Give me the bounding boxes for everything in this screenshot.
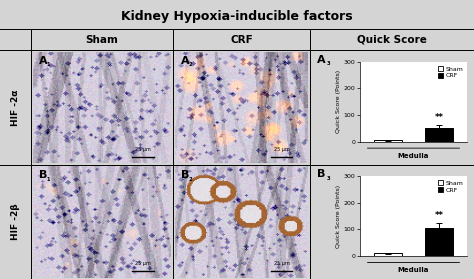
Legend: Sham, CRF: Sham, CRF xyxy=(437,65,465,80)
Y-axis label: Quick Score (Points): Quick Score (Points) xyxy=(336,184,341,248)
Text: B: B xyxy=(181,170,189,181)
Text: B: B xyxy=(317,169,325,179)
Text: B: B xyxy=(39,170,47,181)
Text: A: A xyxy=(317,55,326,65)
Bar xyxy=(374,253,402,256)
Text: 25 μm: 25 μm xyxy=(273,261,290,266)
Text: A: A xyxy=(39,56,47,66)
Legend: Sham, CRF: Sham, CRF xyxy=(437,179,465,194)
Text: CRF: CRF xyxy=(230,35,253,45)
Text: Medulla: Medulla xyxy=(398,153,429,159)
Bar xyxy=(374,140,402,142)
Text: ₁: ₁ xyxy=(47,174,51,183)
Bar xyxy=(425,128,453,142)
Text: **: ** xyxy=(435,211,444,220)
Text: ₁: ₁ xyxy=(47,59,51,68)
Text: ₃: ₃ xyxy=(327,58,330,67)
Text: ₂: ₂ xyxy=(189,59,192,68)
Text: HIF -2β: HIF -2β xyxy=(11,203,20,240)
Text: HIF -2α: HIF -2α xyxy=(11,89,20,126)
Text: **: ** xyxy=(435,113,444,122)
Text: Medulla: Medulla xyxy=(398,267,429,273)
Text: Kidney Hypoxia-inducible factors: Kidney Hypoxia-inducible factors xyxy=(121,9,353,23)
Text: 25 μm: 25 μm xyxy=(273,147,290,152)
Text: 25 μm: 25 μm xyxy=(135,147,151,152)
Text: Sham: Sham xyxy=(85,35,118,45)
Bar xyxy=(425,228,453,256)
Text: ₂: ₂ xyxy=(189,174,192,183)
Text: A: A xyxy=(181,56,189,66)
Text: Quick Score: Quick Score xyxy=(357,35,427,45)
Y-axis label: Quick Score (Points): Quick Score (Points) xyxy=(336,70,341,133)
Text: 25 μm: 25 μm xyxy=(135,261,151,266)
Text: ₃: ₃ xyxy=(327,173,330,182)
